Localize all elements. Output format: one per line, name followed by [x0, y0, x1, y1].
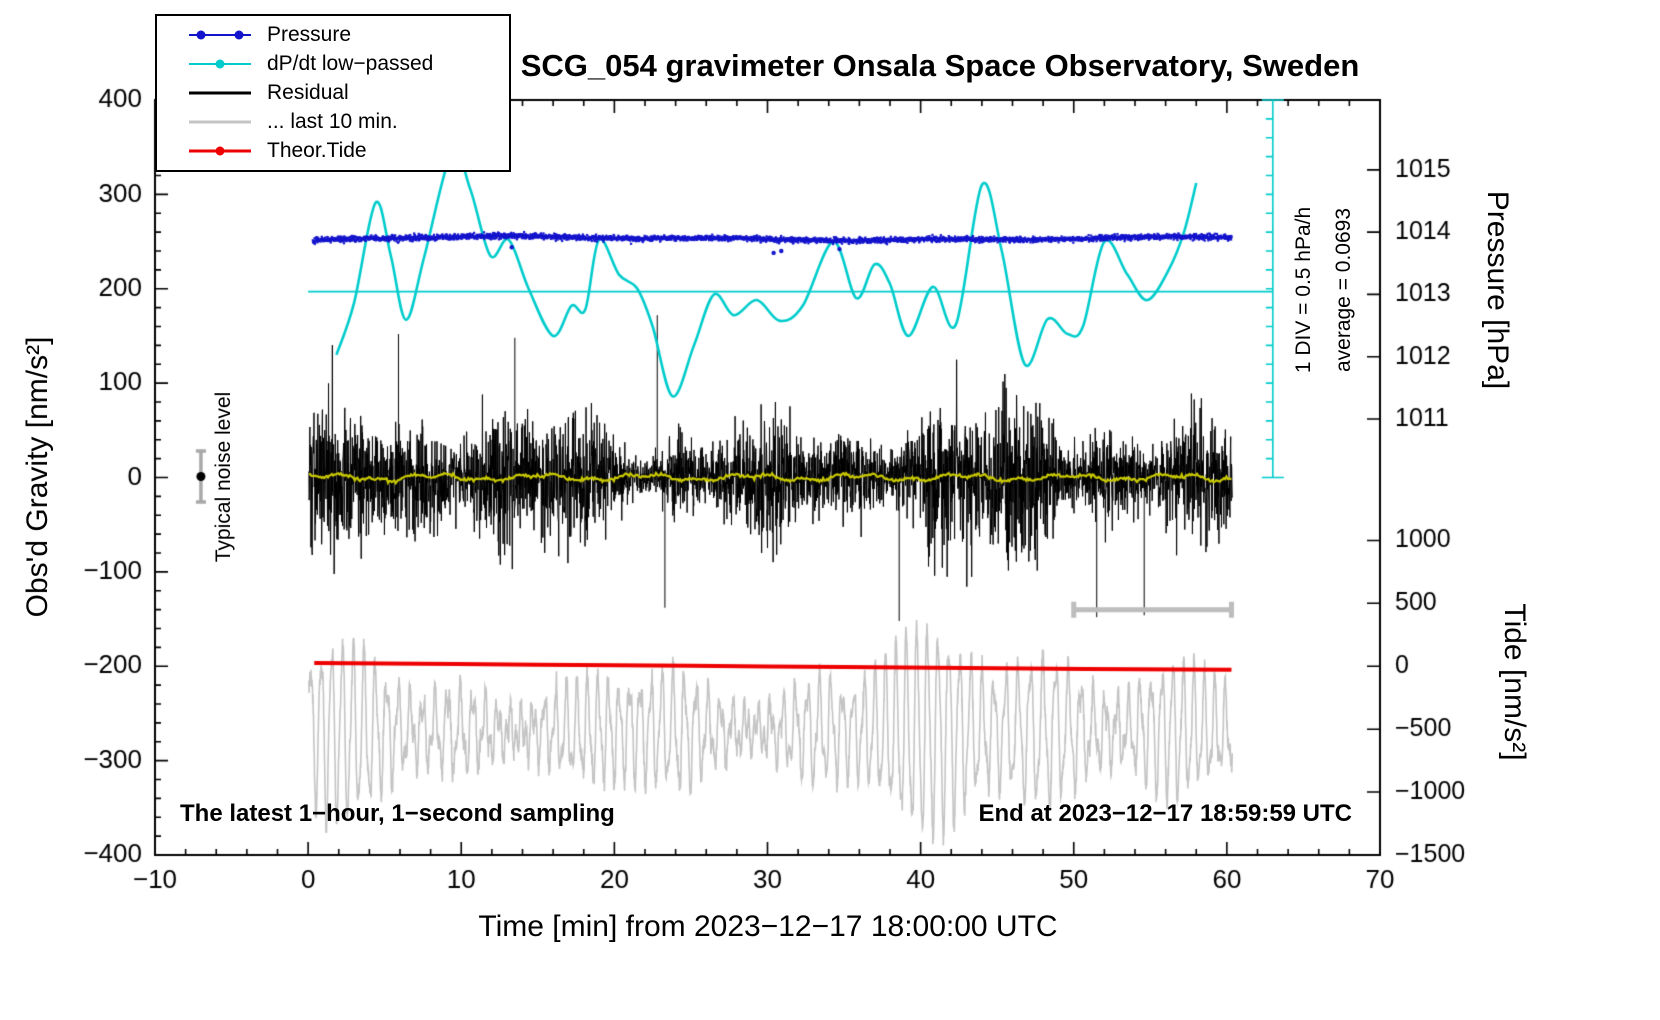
average-annotation: average = 0.0693 [1332, 207, 1355, 373]
legend-line-sample [189, 58, 251, 70]
legend-label: Residual [267, 80, 349, 104]
end-time-note: End at 2023−12−17 18:59:59 UTC [978, 800, 1352, 827]
x-axis-title: Time [min] from 2023−12−17 18:00:00 UTC [478, 910, 1058, 943]
legend-marker-dot [215, 146, 225, 156]
legend-marker-dot [215, 59, 225, 69]
legend-label: Pressure [267, 23, 352, 47]
legend-line-sample [189, 29, 251, 41]
legend-marker-dot [196, 30, 206, 40]
div-scale-annotation: 1 DIV = 0.5 hPa/h [1292, 206, 1315, 374]
legend-label: Theor.Tide [267, 138, 367, 162]
legend-item-5: Theor.Tide [189, 138, 509, 164]
legend-item-3: Residual [189, 80, 509, 106]
legend-line-sample [189, 116, 251, 128]
legend: Pressure dP/dt low−passed Residual ... last… [155, 14, 511, 172]
legend-label: ... last 10 min. [267, 109, 398, 133]
legend-line-sample [189, 87, 251, 99]
chart-title: SCG_054 gravimeter Onsala Space Observat… [520, 48, 1360, 83]
legend-item-4: ... last 10 min. [189, 109, 509, 135]
legend-marker-dot [234, 30, 244, 40]
legend-label: dP/dt low−passed [267, 52, 434, 76]
legend-item-2: dP/dt low−passed [189, 51, 509, 77]
noise-level-annotation: Typical noise level [212, 391, 235, 563]
pressure-axis-title: Pressure [hPa] [1481, 190, 1514, 390]
legend-item-1: Pressure [189, 22, 509, 48]
tide-axis-title: Tide [nm/s²] [1498, 603, 1531, 761]
left-axis-title: Obs'd Gravity [nm/s²] [21, 336, 54, 618]
legend-line-sample [189, 145, 251, 157]
sampling-note: The latest 1−hour, 1−second sampling [180, 800, 615, 827]
